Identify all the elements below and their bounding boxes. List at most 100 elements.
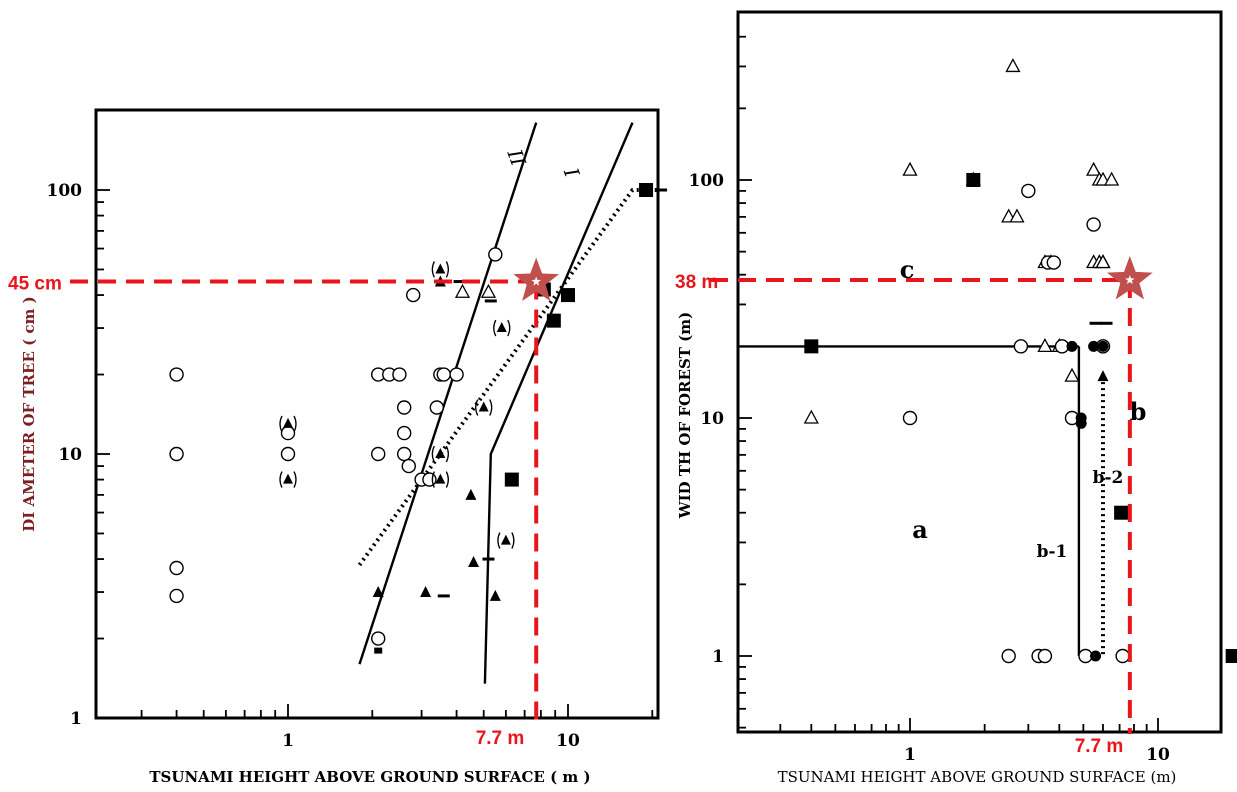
open-circle-point [1086,217,1101,232]
plot-frame [736,10,1223,734]
trend-line [483,122,634,684]
y-axis-label: WID TH OF FOREST (m) [676,312,694,519]
x-ticks [140,704,654,718]
filled-square-small-series [374,647,383,654]
dash-point [655,188,668,192]
bracket-right [293,415,297,433]
filled-circle-point [1097,340,1109,352]
dash-point [1089,321,1102,325]
open-circle-point [1021,183,1036,199]
open-circle-point [280,446,296,462]
bracket-left [279,471,283,488]
x-tick-label: 1 [282,731,294,751]
y-tick-label: 1 [712,647,724,667]
filled-triangle-point [1097,370,1109,382]
filled-circle-point [1075,417,1087,429]
bracket-left [493,319,497,337]
dash-series [1089,321,1113,325]
open-circle-point [169,367,184,382]
triangle-mark [283,473,293,484]
open-circle-point [371,631,386,646]
x-tick-label: 10 [556,731,580,751]
bracketed-filled-triangle-series [279,261,515,549]
open-triangle-point [1095,254,1111,269]
y-tick-label: 10 [700,409,724,429]
y-tick-label: 100 [47,181,83,201]
open-circle-point [169,560,184,576]
filled-triangle-point [465,488,477,500]
dash-point [484,299,497,303]
open-triangle-point [1086,161,1102,176]
line-label: I [559,164,585,182]
open-circle-point [449,367,464,382]
annotation-y-label: 45 cm [8,274,62,295]
filled-square-point [504,472,519,487]
y-tick-label: 10 [58,445,82,465]
region-label: b [1130,397,1147,426]
bracket-left [431,261,435,278]
y-ticks [96,189,110,640]
open-circle-series [902,183,1130,664]
bracketed-filled-triangle-point [475,399,493,416]
bracketed-filled-triangle-point [279,415,297,433]
bracket-right [445,445,449,463]
dash-series [437,188,668,598]
open-circle-point [371,446,386,462]
triangle-mark [478,401,489,412]
y-ticks [738,35,752,729]
filled-circle-point [1066,340,1078,352]
bracket-right [445,261,449,278]
open-triangle-point [480,283,497,298]
open-triangle-point [803,409,819,424]
triangle-mark [283,417,293,428]
open-triangle-series [454,283,497,298]
filled-triangle-point [489,589,501,601]
forest-width-chart: 1 10 1 10 100 TSUNAMI HEIGHT ABOVE GROUND SUR… [675,10,1237,786]
trend-line [358,122,538,665]
open-circle-point [396,425,412,441]
open-triangle-point [454,283,471,298]
open-circle-point [1046,255,1061,270]
dash-point [1100,321,1113,325]
open-circle-point [280,425,296,441]
open-circle-point [406,287,421,303]
open-triangle-point [1104,171,1120,186]
triangle-mark [496,322,507,333]
open-circle-series [169,247,503,646]
x-ticks [779,718,1159,732]
y-tick-label: 100 [689,171,725,191]
open-circle-point [429,400,445,415]
dash-point [482,557,495,561]
open-circle-point [488,247,503,262]
bracketed-filled-triangle-point [431,471,449,488]
line-label: II [502,145,531,170]
open-triangle-point [1064,367,1080,382]
bracket-left [279,415,283,433]
annotation: 38 m 7.7 m [675,256,1153,757]
open-circle-point [1001,648,1016,664]
bracket-left [475,399,479,416]
filled-circle-point [1088,340,1100,352]
open-circle-point [1013,339,1029,354]
open-circle-point [436,367,451,382]
annotation-star-center [1125,275,1135,285]
x-axis-label: TSUNAMI HEIGHT ABOVE GROUND SURFACE ( m … [149,768,590,786]
filled-square-point [561,288,575,303]
x-tick-label: 10 [1146,745,1170,765]
filled-circle-series [1066,340,1109,662]
bracketed-filled-triangle-point [493,319,511,337]
bracket-right [445,471,449,488]
triangle-mark [435,448,446,458]
bracket-right [293,471,297,488]
open-circle-point [422,472,437,487]
open-circle-point [169,446,184,462]
bracket-right [511,532,515,549]
annotation-x-label: 7.7 m [1075,736,1124,757]
filled-triangle-series [372,275,501,601]
filled-square-small-point [374,647,383,654]
filled-square-point [804,339,819,354]
annotation: 45 cm 7.7 m [8,257,559,749]
open-circle-point [396,400,412,415]
tree-diameter-chart: 1 10 1 10 100 TSUNAMI HEIGHT ABOVE GROUND SUR… [8,108,668,786]
